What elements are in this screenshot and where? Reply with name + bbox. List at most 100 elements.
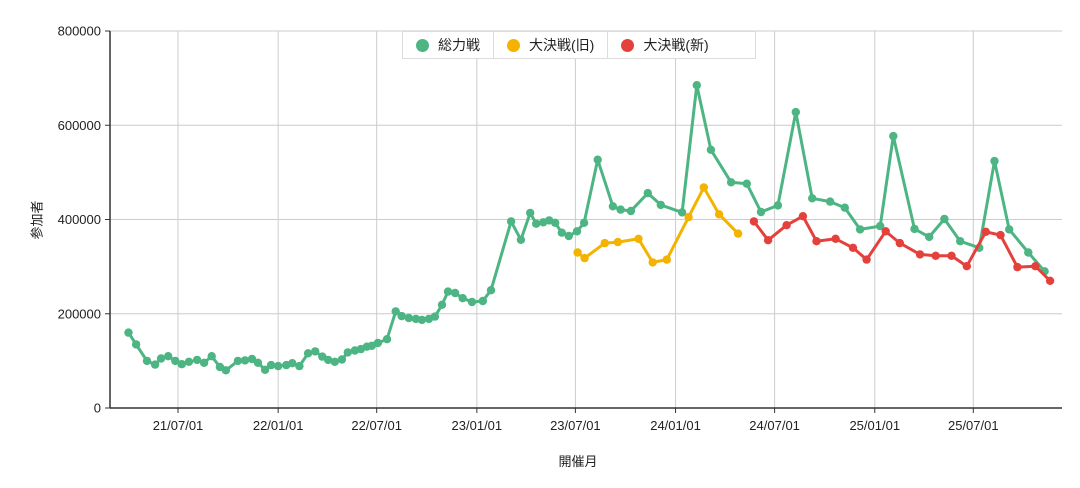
data-point[interactable] [600,238,609,248]
data-point[interactable] [626,206,636,216]
data-point[interactable] [763,236,773,245]
data-point[interactable] [150,360,160,369]
data-point[interactable] [593,155,602,164]
data-point[interactable] [749,217,759,226]
data-point[interactable] [382,335,392,344]
data-point[interactable] [782,221,791,230]
data-point[interactable] [450,288,460,298]
data-point[interactable] [692,81,701,90]
data-point[interactable] [1045,276,1055,285]
data-point[interactable] [295,361,304,371]
data-point[interactable] [808,194,817,203]
data-point[interactable] [706,145,716,154]
data-point[interactable] [417,315,427,325]
data-point[interactable] [862,255,871,264]
data-point[interactable] [572,227,582,236]
data-point[interactable] [171,356,180,366]
data-point[interactable] [662,255,671,264]
legend-item-souryokusen[interactable]: 総力戦 [403,32,494,58]
data-point[interactable] [458,294,467,303]
data-point[interactable] [643,188,652,198]
data-point[interactable] [330,357,339,366]
data-point[interactable] [443,287,453,296]
data-point[interactable] [573,248,582,257]
data-point[interactable] [947,251,956,260]
data-point[interactable] [579,218,589,227]
data-point[interactable] [430,312,440,321]
data-point[interactable] [532,219,541,228]
data-point[interactable] [221,366,231,375]
data-point[interactable] [956,237,965,246]
data-point[interactable] [1005,225,1014,234]
data-point[interactable] [311,347,320,356]
data-point[interactable] [733,229,743,238]
data-point[interactable] [798,212,808,221]
data-point[interactable] [274,361,283,371]
data-point[interactable] [648,258,657,267]
data-point[interactable] [343,348,352,357]
data-point[interactable] [931,251,940,260]
data-point[interactable] [915,250,925,259]
data-point[interactable] [266,360,276,370]
data-point[interactable] [677,208,687,217]
data-point[interactable] [634,234,643,243]
data-point[interactable] [526,208,535,218]
data-point[interactable] [889,131,898,141]
data-point[interactable] [613,237,622,247]
data-point[interactable] [791,107,800,117]
data-point[interactable] [1013,262,1022,272]
data-point[interactable] [478,296,487,306]
data-point[interactable] [773,201,783,210]
data-point[interactable] [1031,262,1040,271]
data-point[interactable] [303,349,313,358]
data-point[interactable] [207,352,216,361]
data-point[interactable] [616,205,625,214]
data-point[interactable] [324,355,333,365]
data-point[interactable] [177,360,186,369]
data-point[interactable] [881,227,890,236]
data-point[interactable] [831,234,840,243]
data-point[interactable] [855,225,865,234]
data-point[interactable] [288,359,297,368]
data-point[interactable] [142,356,152,366]
data-point[interactable] [910,224,919,234]
data-point[interactable] [486,286,496,295]
data-point[interactable] [260,365,270,374]
data-point[interactable] [580,253,589,263]
data-point[interactable] [1024,248,1033,257]
data-point[interactable] [253,358,263,367]
data-point[interactable] [373,338,382,348]
data-point[interactable] [699,183,708,192]
data-point[interactable] [996,230,1005,240]
data-point[interactable] [551,218,560,227]
data-point[interactable] [240,356,250,365]
data-point[interactable] [684,212,693,222]
data-point[interactable] [404,313,413,323]
data-point[interactable] [848,243,858,252]
data-point[interactable] [184,357,194,366]
data-point[interactable] [233,356,243,366]
data-point[interactable] [337,355,347,364]
data-point[interactable] [726,178,736,187]
data-point[interactable] [825,197,835,206]
data-point[interactable] [437,300,447,309]
data-point[interactable] [742,179,751,188]
data-point[interactable] [192,355,202,365]
data-point[interactable] [247,354,257,364]
data-point[interactable] [564,231,573,241]
data-point[interactable] [397,311,406,321]
data-point[interactable] [895,238,904,248]
data-point[interactable] [876,221,885,231]
data-point[interactable] [131,340,141,349]
legend-item-daikessen-old[interactable]: 大決戦(旧) [494,32,609,58]
data-point[interactable] [391,307,400,316]
data-point[interactable] [506,217,516,226]
legend-item-daikessen-new[interactable]: 大決戦(新) [608,32,754,58]
data-point[interactable] [467,297,477,307]
data-point[interactable] [981,227,990,236]
data-point[interactable] [714,210,724,219]
data-point[interactable] [990,156,999,166]
data-point[interactable] [557,228,566,237]
data-point[interactable] [124,328,133,337]
data-point[interactable] [940,214,949,224]
